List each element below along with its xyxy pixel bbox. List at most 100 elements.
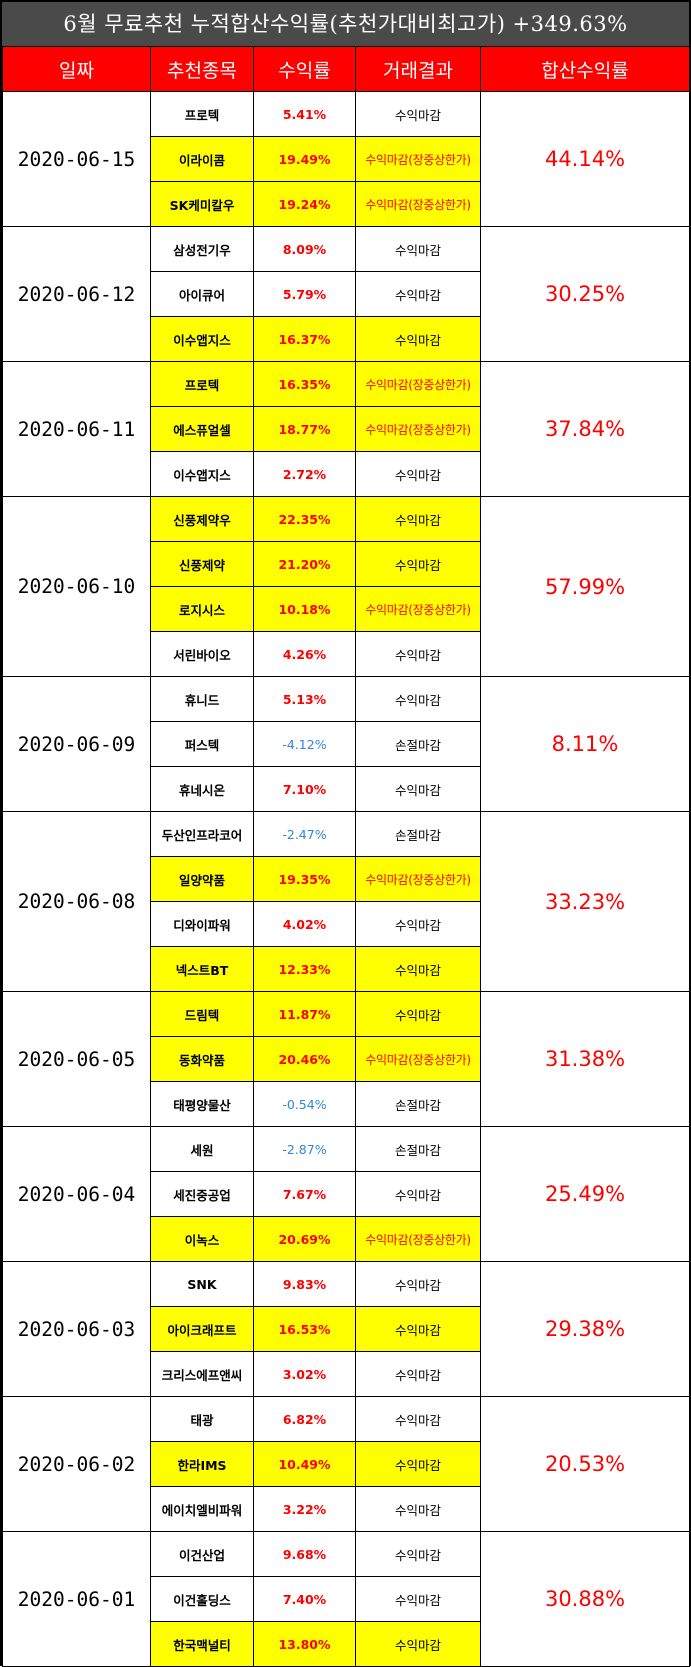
table-row: 2020-06-09 휴니드 5.13% 수익마감 8.11% — [2, 676, 690, 812]
stock-cell: 이수앱지스 — [150, 451, 254, 497]
rate-cell: 10.18% — [253, 586, 356, 632]
total-return-cell: 30.25% — [480, 226, 690, 362]
stock-cell: 디와이파워 — [150, 901, 254, 947]
total-return-cell: 33.23% — [480, 811, 690, 992]
table-row: 로지시스 10.18% 수익마감(장중상한가) — [3, 586, 690, 632]
header-date: 일짜 — [2, 46, 151, 92]
table-row: 2020-06-05 드림텍 11.87% 수익마감 31.38% — [2, 991, 690, 1127]
result-cell: 손절마감 — [355, 1126, 481, 1172]
total-return-cell: 37.84% — [480, 361, 690, 497]
stock-cell: 이건산업 — [150, 1531, 254, 1577]
result-cell: 수익마감 — [355, 226, 481, 272]
date-cell: 2020-06-08 — [2, 811, 151, 992]
stock-cell: 세진중공업 — [150, 1171, 254, 1217]
rate-cell: 2.72% — [253, 451, 356, 497]
result-cell: 수익마감(장중상한가) — [355, 1036, 481, 1082]
table-row: 2020-06-04 세원 -2.87% 손절마감 25.49% — [2, 1126, 690, 1262]
total-return-cell: 30.88% — [480, 1531, 690, 1667]
rate-cell: 19.49% — [253, 136, 356, 182]
rate-cell: 20.46% — [253, 1036, 356, 1082]
header-result: 거래결과 — [355, 46, 481, 92]
stock-cell: 삼성전기우 — [150, 226, 254, 272]
result-cell: 수익마감 — [355, 766, 481, 812]
table-row: 2020-06-15 프로텍 5.41% 수익마감 44.14% — [2, 91, 690, 227]
result-cell: 수익마감 — [355, 316, 481, 362]
header-rate: 수익률 — [253, 46, 356, 92]
result-cell: 수익마감 — [355, 1441, 481, 1487]
rate-cell: 21.20% — [253, 541, 356, 587]
date-cell: 2020-06-04 — [2, 1126, 151, 1262]
stock-cell: 드림텍 — [150, 991, 254, 1037]
result-cell: 수익마감 — [355, 991, 481, 1037]
total-return-cell: 20.53% — [480, 1396, 690, 1532]
table-row: 2020-06-12 삼성전기우 8.09% 수익마감 30.25% — [2, 226, 690, 362]
rate-cell: 16.53% — [253, 1306, 356, 1352]
result-cell: 수익마감 — [355, 1306, 481, 1352]
rate-cell: 20.69% — [253, 1216, 356, 1262]
rate-cell: 9.68% — [253, 1531, 356, 1577]
result-cell: 손절마감 — [355, 1081, 481, 1127]
table-row: 2020-06-02 태광 6.82% 수익마감 20.53% — [2, 1396, 690, 1532]
table-row: SK케미칼우 19.24% 수익마감(장중상한가) — [3, 181, 690, 227]
stock-cell: 아이큐어 — [150, 271, 254, 317]
result-cell: 수익마감 — [355, 1576, 481, 1622]
table-row: 한라IMS 10.49% 수익마감 — [3, 1441, 690, 1487]
rate-cell: 5.13% — [253, 676, 356, 722]
rate-cell: -2.87% — [253, 1126, 356, 1172]
result-cell: 수익마감 — [355, 676, 481, 722]
rate-cell: 19.24% — [253, 181, 356, 227]
stock-cell: 넥스트BT — [150, 946, 254, 992]
stock-cell: 이라이콤 — [150, 136, 254, 182]
total-return-cell: 44.14% — [480, 91, 690, 227]
result-cell: 수익마감 — [355, 901, 481, 947]
date-cell: 2020-06-12 — [2, 226, 151, 362]
rate-cell: -4.12% — [253, 721, 356, 767]
stock-cell: 신풍제약 — [150, 541, 254, 587]
rate-cell: 6.82% — [253, 1396, 356, 1442]
table-row: 2020-06-03 SNK 9.83% 수익마감 29.38% — [2, 1261, 690, 1397]
table-row: 에스퓨얼셀 18.77% 수익마감(장중상한가) — [3, 406, 690, 452]
result-cell: 수익마감 — [355, 946, 481, 992]
stock-cell: 한국맥널티 — [150, 1621, 254, 1667]
result-cell: 수익마감 — [355, 1171, 481, 1217]
stock-cell: 휴니드 — [150, 676, 254, 722]
result-cell: 수익마감(장중상한가) — [355, 1216, 481, 1262]
stock-cell: 두산인프라코어 — [150, 811, 254, 857]
table-row: 2020-06-01 이건산업 9.68% 수익마감 30.88% — [2, 1531, 690, 1667]
stock-cell: 에이치엘비파워 — [150, 1486, 254, 1532]
result-cell: 수익마감 — [355, 496, 481, 542]
rate-cell: -2.47% — [253, 811, 356, 857]
result-cell: 수익마감(장중상한가) — [355, 361, 481, 407]
total-return-cell: 8.11% — [480, 676, 690, 812]
result-cell: 수익마감 — [355, 541, 481, 587]
date-cell: 2020-06-02 — [2, 1396, 151, 1532]
table-row: 이라이콤 19.49% 수익마감(장중상한가) — [3, 136, 690, 182]
result-cell: 손절마감 — [355, 721, 481, 767]
stock-cell: 태광 — [150, 1396, 254, 1442]
stock-cell: 프로텍 — [150, 91, 254, 137]
table-row: 2020-06-11 프로텍 16.35% 수익마감(장중상한가) 37.84% — [2, 361, 690, 497]
rate-cell: 7.10% — [253, 766, 356, 812]
table-row: 이수앱지스 16.37% 수익마감 — [3, 316, 690, 362]
rate-cell: 5.79% — [253, 271, 356, 317]
date-cell: 2020-06-09 — [2, 676, 151, 812]
table-header-row: 일짜 추천종목 수익률 거래결과 합산수익률 — [2, 46, 690, 92]
rate-cell: 18.77% — [253, 406, 356, 452]
rate-cell: 4.02% — [253, 901, 356, 947]
date-cell: 2020-06-03 — [2, 1261, 151, 1397]
date-cell: 2020-06-11 — [2, 361, 151, 497]
result-cell: 수익마감(장중상한가) — [355, 136, 481, 182]
stock-cell: 프로텍 — [150, 361, 254, 407]
stock-cell: 이녹스 — [150, 1216, 254, 1262]
result-cell: 수익마감 — [355, 1396, 481, 1442]
table-row: 태평양물산 -0.54% 손절마감 — [3, 1081, 690, 1127]
result-cell: 수익마감 — [355, 451, 481, 497]
result-cell: 수익마감 — [355, 91, 481, 137]
result-cell: 손절마감 — [355, 811, 481, 857]
result-cell: 수익마감(장중상한가) — [355, 856, 481, 902]
date-cell: 2020-06-15 — [2, 91, 151, 227]
rate-cell: 19.35% — [253, 856, 356, 902]
total-return-cell: 31.38% — [480, 991, 690, 1127]
result-cell: 수익마감 — [355, 1351, 481, 1397]
